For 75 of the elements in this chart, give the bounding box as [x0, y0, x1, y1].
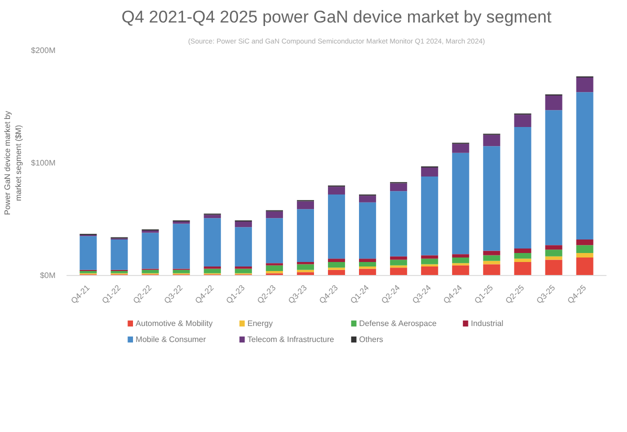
bar [390, 256, 408, 260]
bar [483, 250, 500, 256]
bar [514, 262, 532, 276]
chart-title: Q4 2021-Q4 2025 power GaN device market by segment [122, 8, 552, 26]
bar [514, 248, 532, 253]
bar [80, 236, 97, 270]
bar [545, 245, 562, 250]
bar [328, 186, 346, 194]
bar [328, 258, 346, 262]
bar [296, 264, 314, 270]
bar [452, 254, 470, 258]
bar [234, 222, 252, 228]
bar [328, 262, 346, 268]
bar [576, 245, 594, 253]
bar [483, 134, 500, 146]
legend-label: Industrial [470, 319, 504, 328]
bar [483, 146, 500, 251]
bar [359, 196, 376, 202]
bar [545, 260, 562, 276]
y-tick-label: $0M [40, 271, 56, 280]
bar [234, 227, 252, 266]
bar [514, 114, 532, 127]
bar [359, 202, 376, 259]
bar [110, 240, 128, 270]
bar [452, 144, 470, 153]
bar [328, 194, 346, 259]
y-axis-title: Power GaN device market by market segment ($M) [3, 110, 24, 216]
bar [390, 191, 408, 256]
bar [514, 127, 532, 248]
bar [545, 96, 562, 110]
bar [545, 250, 562, 256]
legend-label: Mobile & Consumer [136, 335, 206, 344]
bar [421, 176, 438, 256]
legend-label: Others [359, 335, 384, 344]
bar [204, 218, 221, 266]
bar [483, 255, 500, 261]
bar [514, 253, 532, 259]
bar [234, 268, 252, 274]
bar [452, 265, 470, 276]
bar [483, 264, 500, 276]
bar [421, 168, 438, 176]
bar [576, 240, 594, 246]
bar [421, 266, 438, 276]
bar [266, 265, 283, 271]
bar [452, 258, 470, 264]
bar [576, 92, 594, 240]
bar [390, 268, 408, 276]
y-tick-label: $100M [31, 158, 56, 168]
bar [390, 183, 408, 192]
legend-label: Energy [247, 319, 273, 328]
bar [142, 232, 159, 269]
legend-label: Telecom & Infrastructure [247, 335, 335, 344]
bar [359, 262, 376, 266]
bar [514, 258, 532, 262]
bar [296, 209, 314, 262]
bar [266, 211, 283, 218]
bar [172, 270, 190, 274]
bar [204, 268, 221, 274]
bar [266, 218, 283, 264]
bar [576, 258, 594, 276]
y-tick-label: $200M [31, 46, 56, 55]
bar [421, 258, 438, 264]
bar [142, 270, 159, 274]
bar [359, 258, 376, 262]
bar [545, 256, 562, 260]
bar [452, 152, 470, 254]
legend-label: Defense & Aerospace [359, 319, 438, 328]
bar [390, 260, 408, 266]
bar [483, 260, 500, 264]
bar [576, 253, 594, 258]
bar [545, 110, 562, 246]
bar [576, 78, 594, 92]
bar [172, 224, 190, 269]
legend-label: Automotive & Mobility [136, 319, 213, 328]
bar [296, 201, 314, 210]
